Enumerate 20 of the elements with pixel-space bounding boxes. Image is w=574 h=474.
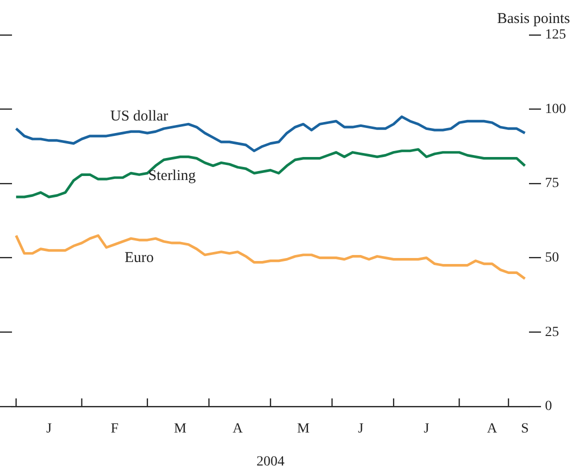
x-tick-label: M [297,421,310,436]
series-label: US dollar [110,108,168,124]
x-tick-label: J [46,421,52,436]
y-tick-label: 50 [545,250,559,266]
x-axis-title: 2004 [256,454,284,470]
x-tick-label: J [424,421,430,436]
x-tick-label: A [232,421,244,436]
series-label: Euro [124,250,154,266]
x-tick-label: S [521,421,529,436]
y-tick-label: 100 [545,102,566,117]
x-tick-label: A [487,421,498,436]
x-tick-label: J [358,421,364,436]
y-axis-title: Basis points [497,11,570,27]
y-tick-label: 25 [545,324,559,340]
y-tick-label: 0 [545,399,552,414]
series-label: Sterling [148,168,196,184]
y-tick-label: 125 [545,28,566,43]
y-tick-label: 75 [545,176,559,192]
x-tick-label: M [174,421,188,436]
x-tick-label: F [110,421,119,436]
